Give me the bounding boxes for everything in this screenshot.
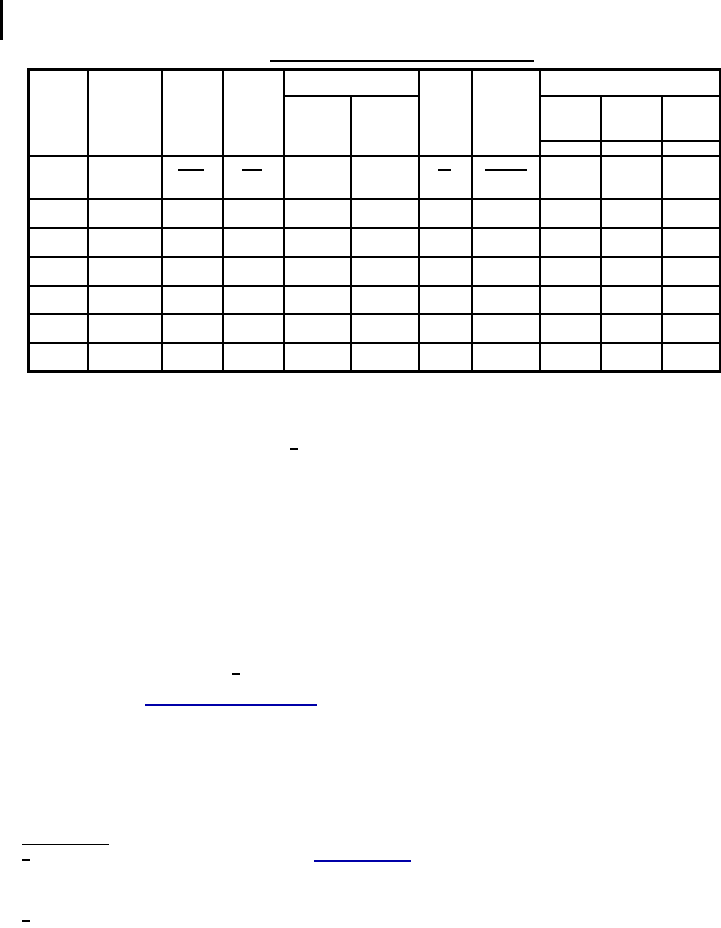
table-title-rule (270, 60, 534, 62)
table-column-border (539, 68, 541, 372)
table-row-border (27, 313, 721, 315)
table-row-border (27, 342, 721, 344)
table-top-border (27, 68, 721, 71)
table-row-border (27, 227, 721, 229)
table-row-border (27, 256, 721, 258)
footnote-marker (22, 859, 30, 861)
footnote-marker (22, 920, 30, 922)
page-edge-bar (0, 0, 3, 40)
table-row-border (27, 285, 721, 287)
unit-rule (485, 169, 527, 171)
table-column-border (661, 96, 663, 372)
text-dash (232, 673, 240, 675)
table-row-border (27, 198, 721, 200)
unit-rule (178, 169, 204, 171)
unit-rule (242, 169, 262, 171)
footnote-separator (22, 844, 109, 845)
hyperlink-underline[interactable] (145, 704, 317, 706)
table-column-border (283, 68, 285, 372)
group-header-divider (283, 95, 418, 97)
table-column-border (222, 68, 224, 372)
table-column-border (600, 96, 602, 372)
table-column-border (418, 68, 420, 372)
table-bottom-border (27, 370, 721, 373)
group-header-divider (539, 95, 721, 97)
text-dash (290, 448, 298, 450)
table-column-border (719, 68, 721, 372)
unit-rule (438, 169, 451, 171)
footnote-link-underline[interactable] (314, 860, 411, 862)
table-column-border (350, 96, 352, 372)
table-column-border (161, 68, 163, 372)
header-bottom-border (27, 155, 721, 157)
table-column-border (471, 68, 473, 372)
table-column-border (27, 68, 30, 372)
table-column-border (87, 68, 89, 372)
subheader-divider (539, 140, 721, 142)
